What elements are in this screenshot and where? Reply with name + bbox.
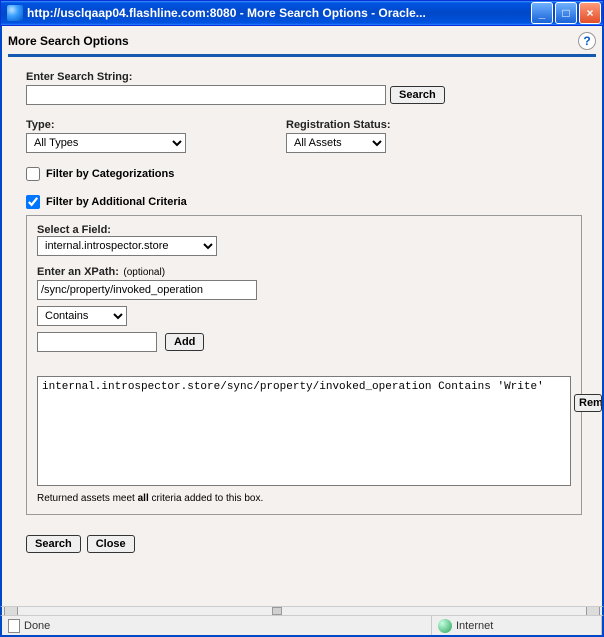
maximize-button[interactable]: □ xyxy=(555,2,577,24)
search-button-bottom[interactable]: Search xyxy=(26,535,81,553)
xpath-label: Enter an XPath: xyxy=(37,266,119,278)
status-done-text: Done xyxy=(24,620,50,632)
xpath-optional-label: (optional) xyxy=(123,267,165,278)
status-zone-cell: Internet xyxy=(432,616,602,635)
match-value-input[interactable] xyxy=(37,332,157,352)
horizontal-scrollbar[interactable] xyxy=(0,606,604,616)
filter-categorizations-checkbox[interactable] xyxy=(26,167,40,181)
close-window-button[interactable]: × xyxy=(579,2,601,24)
filter-categorizations-label: Filter by Categorizations xyxy=(46,168,174,180)
document-icon xyxy=(8,619,20,633)
criteria-hint-bold: all xyxy=(138,493,149,504)
xpath-input[interactable] xyxy=(37,280,257,300)
select-field-label: Select a Field: xyxy=(37,224,571,236)
close-button[interactable]: Close xyxy=(87,535,135,553)
status-zone-text: Internet xyxy=(456,620,493,632)
additional-criteria-panel: Select a Field: internal.introspector.st… xyxy=(26,215,582,515)
search-string-label: Enter Search String: xyxy=(26,71,578,83)
add-button[interactable]: Add xyxy=(165,333,204,351)
window-title: http://usclqaap04.flashline.com:8080 - M… xyxy=(27,6,531,20)
window-titlebar: http://usclqaap04.flashline.com:8080 - M… xyxy=(0,0,604,26)
scrollbar-thumb[interactable] xyxy=(272,607,282,615)
page-title: More Search Options xyxy=(8,34,578,48)
select-field-dropdown[interactable]: internal.introspector.store xyxy=(37,236,217,256)
search-button-top[interactable]: Search xyxy=(390,86,445,104)
filter-additional-label: Filter by Additional Criteria xyxy=(46,196,187,208)
reg-status-select[interactable]: All Assets xyxy=(286,133,386,153)
status-done-cell: Done xyxy=(2,616,432,635)
criteria-hint: Returned assets meet all criteria added … xyxy=(37,493,571,504)
filter-additional-checkbox[interactable] xyxy=(26,195,40,209)
help-icon[interactable]: ? xyxy=(578,32,596,50)
criteria-list[interactable]: internal.introspector.store/sync/propert… xyxy=(37,376,571,486)
page-body: More Search Options ? Enter Search Strin… xyxy=(0,26,604,606)
ie-icon xyxy=(7,5,23,21)
reg-status-label: Registration Status: xyxy=(286,119,546,131)
criteria-hint-pre: Returned assets meet xyxy=(37,493,138,504)
minimize-button[interactable]: _ xyxy=(531,2,553,24)
type-select[interactable]: All Types xyxy=(26,133,186,153)
type-label: Type: xyxy=(26,119,286,131)
remove-button[interactable]: Rem xyxy=(574,394,602,412)
title-separator xyxy=(8,54,596,57)
criteria-hint-post: criteria added to this box. xyxy=(149,493,264,504)
search-string-input[interactable] xyxy=(26,85,386,105)
operator-select[interactable]: Contains xyxy=(37,306,127,326)
globe-icon xyxy=(438,619,452,633)
